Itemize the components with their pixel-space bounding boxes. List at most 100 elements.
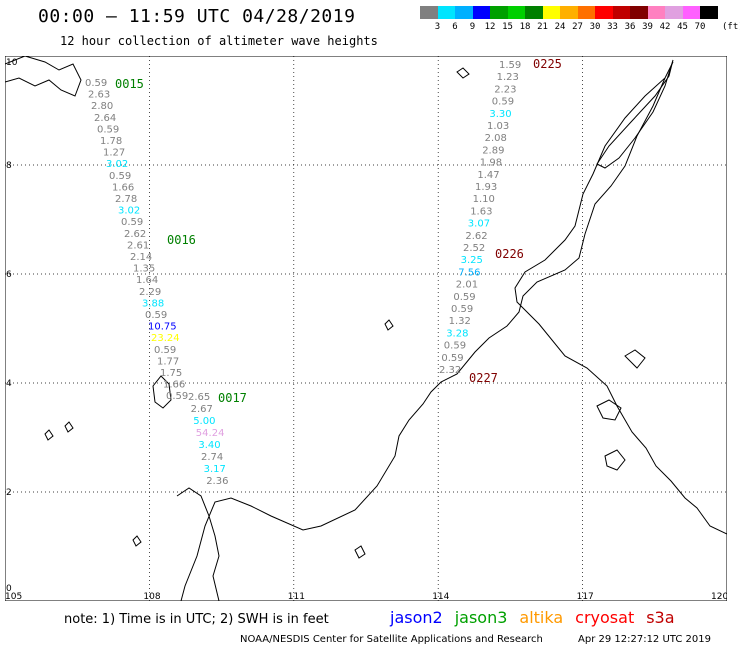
satellite-legend: jason2 jason3 altika cryosat s3a xyxy=(390,608,687,627)
x-tick-label: 120 xyxy=(711,592,727,601)
altimeter-map: 0015 0016 0017 0225 0226 0227 0.592.632.… xyxy=(5,56,727,601)
swh-value: 3.25 xyxy=(461,255,483,266)
swh-value: 10.75 xyxy=(148,322,177,333)
color-swatch xyxy=(420,6,438,19)
color-scale-tick: 39 xyxy=(642,22,653,32)
color-scale-tick: 6 xyxy=(452,22,458,32)
legend-item-cryosat: cryosat xyxy=(575,608,635,627)
color-scale-tick: 3 xyxy=(434,22,441,32)
pass-label-0226: 0226 xyxy=(495,247,524,261)
swh-value: 1.03 xyxy=(487,121,509,132)
color-swatch xyxy=(700,6,718,19)
color-swatch xyxy=(595,6,613,19)
coastline-northwest xyxy=(5,56,82,97)
swh-value: 2.89 xyxy=(482,145,504,156)
coastline-islands-east xyxy=(596,349,646,471)
color-swatch xyxy=(490,6,508,19)
swh-value: 1.23 xyxy=(497,72,519,83)
swh-value: 3.07 xyxy=(468,219,490,230)
swh-value: 1.35 xyxy=(133,264,155,275)
swh-value: 1.66 xyxy=(163,380,185,391)
color-swatch xyxy=(472,6,490,19)
color-swatch xyxy=(612,6,630,19)
pass-label-0015: 0015 xyxy=(115,77,144,91)
legend-item-jason3: jason3 xyxy=(454,608,508,627)
swh-value: 2.52 xyxy=(463,243,485,254)
swh-value: 2.80 xyxy=(91,101,113,112)
swh-value: 1.98 xyxy=(480,158,502,169)
coastline-island-northeast xyxy=(596,59,674,169)
color-scale-tick: 21 xyxy=(537,22,548,32)
swh-value: 54.24 xyxy=(196,428,225,439)
wave-height-color-scale xyxy=(420,6,718,19)
legend-item-altika: altika xyxy=(519,608,564,627)
coastline xyxy=(5,56,727,601)
pass-labels: 0015 0016 0017 0225 0226 0227 xyxy=(115,57,562,405)
swh-value: 0.59 xyxy=(441,353,463,364)
swh-value: 1.63 xyxy=(470,206,492,217)
swh-value: 2.65 xyxy=(188,392,210,403)
color-scale-tick: 24 xyxy=(554,22,566,32)
y-tick-label: 8 xyxy=(6,161,12,171)
pass-label-0225: 0225 xyxy=(533,57,562,71)
swh-value: 2.74 xyxy=(201,452,223,463)
color-swatch xyxy=(682,6,700,19)
credit-line: NOAA/NESDIS Center for Satellite Applica… xyxy=(240,634,543,645)
y-tick-label: 0 xyxy=(6,584,12,594)
swh-value: 0.59 xyxy=(166,391,188,402)
swh-value: 0.59 xyxy=(451,304,473,315)
coastline-borneo xyxy=(176,487,220,601)
color-swatch xyxy=(455,6,473,19)
swh-value: 2.01 xyxy=(456,280,478,291)
color-swatch xyxy=(525,6,543,19)
color-scale-unit: (ft) xyxy=(722,22,740,32)
swh-value: 0.59 xyxy=(85,78,107,89)
swh-value: 2.14 xyxy=(130,252,152,263)
x-tick-label: 117 xyxy=(577,592,594,601)
color-swatch xyxy=(507,6,525,19)
color-swatch xyxy=(542,6,560,19)
pass-label-0227: 0227 xyxy=(469,371,498,385)
color-scale-tick: 70 xyxy=(694,22,706,32)
swh-value: 2.78 xyxy=(115,194,137,205)
swh-value: 3.30 xyxy=(489,109,511,120)
swh-value: 0.59 xyxy=(145,310,167,321)
map-title: 00:00 – 11:59 UTC 04/28/2019 xyxy=(38,6,356,27)
pass-label-0017: 0017 xyxy=(218,391,247,405)
x-tick-label: 111 xyxy=(288,592,305,601)
swh-value: 7.56 xyxy=(458,267,480,278)
swh-value: 3.17 xyxy=(204,464,226,475)
x-tick-label: 105 xyxy=(5,592,22,601)
color-scale-tick: 45 xyxy=(677,22,688,32)
map-subtitle: 12 hour collection of altimeter wave hei… xyxy=(60,34,378,48)
swh-value: 2.32 xyxy=(439,365,461,376)
swh-value: 2.67 xyxy=(191,404,213,415)
swh-value: 23.24 xyxy=(151,333,180,344)
swh-value: 2.23 xyxy=(494,84,516,95)
color-swatch xyxy=(560,6,578,19)
swh-value: 2.63 xyxy=(88,90,110,101)
swh-value: 3.40 xyxy=(198,440,220,451)
lat-lon-grid xyxy=(5,56,727,601)
y-tick-label: 4 xyxy=(6,379,12,389)
swh-value: 1.66 xyxy=(112,182,134,193)
y-tick-label: 6 xyxy=(6,270,12,280)
swh-value: 1.64 xyxy=(136,275,158,286)
swh-value: 2.36 xyxy=(206,476,228,487)
color-scale-tick: 30 xyxy=(589,22,601,32)
swh-value: 0.59 xyxy=(492,97,514,108)
x-tick-label: 108 xyxy=(143,592,160,601)
swh-value: 2.29 xyxy=(139,287,161,298)
swh-value: 0.59 xyxy=(453,292,475,303)
swh-value: 1.77 xyxy=(157,356,179,367)
color-scale-labels: 3 6 9 12 15 18 21 24 27 30 33 36 39 42 45 70 xyxy=(420,22,740,34)
x-tick-label: 114 xyxy=(432,592,449,601)
swh-value: 2.64 xyxy=(94,113,116,124)
color-scale-tick: 15 xyxy=(502,22,513,32)
swh-value: 3.28 xyxy=(446,328,468,339)
color-scale-tick: 27 xyxy=(572,22,583,32)
legend-item-jason2: jason2 xyxy=(390,608,443,627)
color-swatch xyxy=(630,6,648,19)
swh-value: 2.62 xyxy=(124,229,146,240)
